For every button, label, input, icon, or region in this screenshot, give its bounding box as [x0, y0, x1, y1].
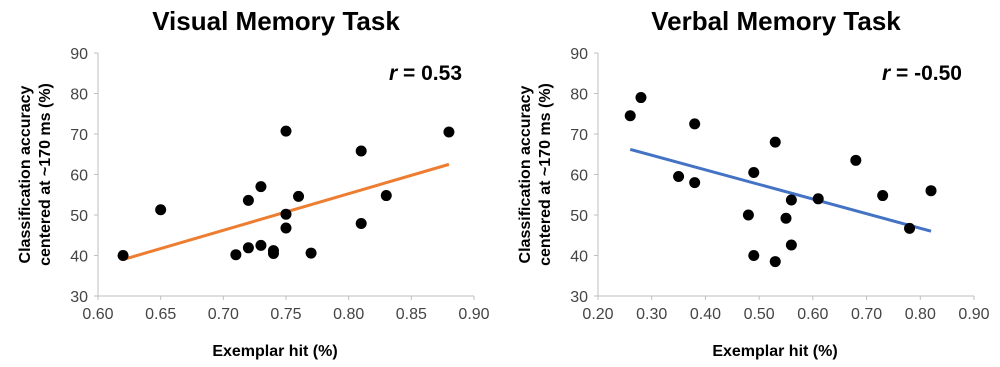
correlation-value: = 0.53 [397, 62, 462, 85]
y-tick-label: 50 [70, 208, 88, 225]
y-tick-label: 40 [70, 249, 88, 266]
data-point [812, 193, 824, 205]
y-tick-label: 70 [70, 127, 88, 144]
data-point [242, 242, 254, 254]
chart-title: Verbal Memory Task [651, 6, 901, 36]
visual-memory-chart-panel: Visual Memory Task 30 40 50 60 70 80 90 0.60 0.65… [17, 6, 490, 360]
correlation-label: r = -0.50 [882, 62, 962, 85]
y-tick-label: 90 [570, 46, 588, 63]
y-tick-label: 90 [70, 46, 88, 63]
x-tick-label: 0.50 [744, 306, 775, 323]
data-point [780, 212, 792, 224]
x-tick-label: 0.70 [851, 306, 882, 323]
data-point [748, 166, 760, 178]
x-tick-label: 0.60 [797, 306, 828, 323]
y-axis-label-line: centered at ~170 ms (%) [37, 83, 54, 266]
data-point [748, 250, 760, 261]
data-point [689, 118, 701, 130]
correlation-value: = -0.50 [890, 62, 962, 85]
data-point [305, 247, 317, 259]
x-tick-label: 0.30 [636, 306, 667, 323]
visual-memory-chart: Visual Memory Task 30 40 50 60 70 80 90 0.60 0.65… [17, 6, 490, 360]
x-tick-label: 0.40 [690, 306, 721, 323]
data-point [280, 208, 292, 220]
correlation-variable: r [882, 62, 892, 85]
data-point [293, 190, 305, 202]
x-tick-label: 0.75 [270, 306, 301, 323]
y-axis-label-line: Classification accuracy [17, 85, 34, 263]
x-tick-label: 0.70 [208, 306, 239, 323]
data-point [925, 185, 937, 197]
y-tick-label: 30 [70, 289, 88, 306]
data-point [155, 204, 167, 216]
y-axis-label-line: centered at ~170 ms (%) [537, 83, 554, 266]
x-tick-label: 0.85 [396, 306, 427, 323]
data-point [742, 209, 754, 221]
y-tick-label: 40 [570, 249, 588, 266]
data-point [267, 247, 279, 259]
x-axis-label: Exemplar hit (%) [212, 343, 337, 360]
data-point [230, 249, 242, 261]
data-point [117, 250, 129, 261]
y-tick-label: 80 [70, 87, 88, 104]
y-tick-label: 70 [570, 127, 588, 144]
data-point [877, 190, 889, 202]
data-point [769, 136, 781, 148]
x-tick-label: 0.90 [958, 306, 989, 323]
correlation-label: r = 0.53 [389, 62, 462, 85]
data-point [280, 125, 292, 137]
data-point [242, 194, 254, 206]
y-tick-label: 80 [570, 87, 588, 104]
data-point [624, 110, 636, 122]
data-point [280, 222, 292, 234]
correlation-variable: r [389, 62, 399, 85]
data-point [355, 145, 367, 157]
y-axis-label-line: Classification accuracy [517, 85, 534, 263]
data-point [673, 171, 685, 183]
verbal-memory-chart: Verbal Memory Task 30 40 50 60 70 80 90 0.20 0.30… [517, 6, 990, 360]
x-axis-label: Exemplar hit (%) [712, 343, 837, 360]
data-point [689, 177, 701, 189]
x-tick-label: 0.90 [458, 306, 489, 323]
y-tick-label: 30 [570, 289, 588, 306]
data-point [255, 181, 267, 193]
x-tick-label: 0.65 [145, 306, 176, 323]
data-point [785, 239, 797, 251]
data-point [255, 239, 267, 251]
data-point [355, 218, 367, 230]
y-tick-label: 60 [70, 168, 88, 185]
data-point [380, 190, 392, 202]
y-tick-label: 60 [570, 168, 588, 185]
data-point [850, 154, 862, 166]
x-tick-label: 0.80 [333, 306, 364, 323]
y-tick-label: 50 [570, 208, 588, 225]
x-tick-label: 0.60 [82, 306, 113, 323]
data-point [785, 194, 797, 206]
data-point [635, 92, 647, 104]
x-tick-label: 0.80 [905, 306, 936, 323]
trendline [629, 147, 932, 233]
verbal-memory-chart-panel: Verbal Memory Task 30 40 50 60 70 80 90 0.20 0.30… [500, 0, 1000, 367]
data-point [769, 256, 781, 268]
chart-title: Visual Memory Task [152, 6, 400, 36]
data-point [904, 222, 916, 234]
data-point [443, 126, 455, 138]
x-tick-label: 0.20 [582, 306, 613, 323]
